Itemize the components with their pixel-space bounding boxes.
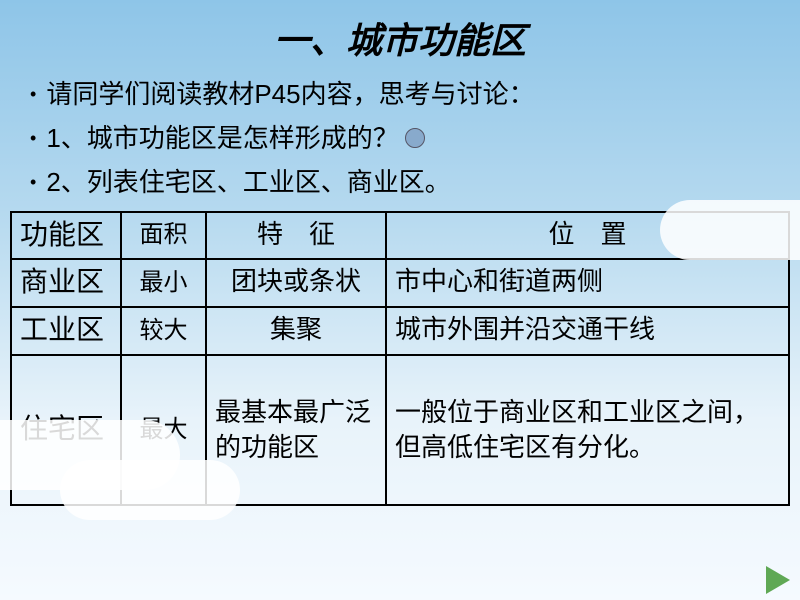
col-header-feature: 特 征 xyxy=(206,212,386,260)
intro-line-0: • 请同学们阅读教材P45内容，思考与讨论： xyxy=(30,72,780,116)
intro-text-2: 2、列表住宅区、工业区、商业区。 xyxy=(46,160,450,204)
intro-text-1: 1、城市功能区是怎样形成的？ xyxy=(46,116,398,160)
intro-line-1: • 1、城市功能区是怎样形成的？ xyxy=(30,116,780,160)
table-row: 商业区 最小 团块或条状 市中心和街道两侧 xyxy=(11,259,789,307)
cell-feature: 集聚 xyxy=(206,307,386,355)
intro-text-0: 请同学们阅读教材P45内容，思考与讨论： xyxy=(46,72,534,116)
table-row: 工业区 较大 集聚 城市外围并沿交通干线 xyxy=(11,307,789,355)
cell-location: 市中心和街道两侧 xyxy=(386,259,789,307)
col-header-area: 面积 xyxy=(121,212,206,260)
intro-block: • 请同学们阅读教材P45内容，思考与讨论： • 1、城市功能区是怎样形成的？ … xyxy=(0,64,800,205)
bullet-icon: • xyxy=(30,79,36,110)
bullet-icon: • xyxy=(30,123,36,154)
smiley-icon xyxy=(405,128,425,148)
cell-location: 一般位于商业区和工业区之间，但高低住宅区有分化。 xyxy=(386,355,789,505)
cell-area: 最小 xyxy=(121,259,206,307)
next-arrow-icon[interactable] xyxy=(766,566,790,594)
cell-zone: 商业区 xyxy=(11,259,121,307)
bullet-icon: • xyxy=(30,167,36,198)
cell-area: 较大 xyxy=(121,307,206,355)
col-header-zone: 功能区 xyxy=(11,212,121,260)
cell-zone: 工业区 xyxy=(11,307,121,355)
cell-location: 城市外围并沿交通干线 xyxy=(386,307,789,355)
intro-line-2: • 2、列表住宅区、工业区、商业区。 xyxy=(30,160,780,204)
cell-feature: 团块或条状 xyxy=(206,259,386,307)
page-title: 一、城市功能区 xyxy=(0,0,800,64)
